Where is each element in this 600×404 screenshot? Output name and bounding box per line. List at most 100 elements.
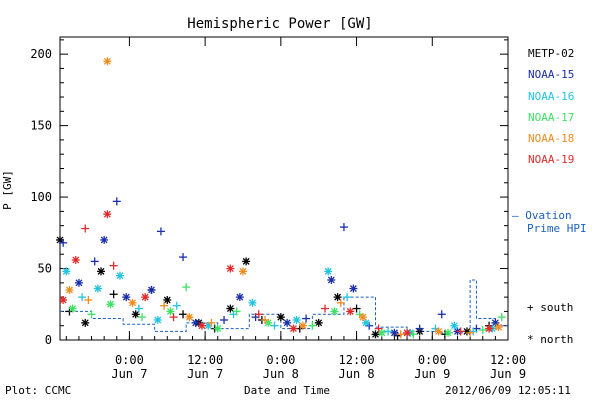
point-noaa-15-north [283, 318, 292, 327]
legend-ovation-line2: Prime HPI [527, 222, 587, 235]
point-noaa-18-north [494, 323, 503, 332]
point-metp-02-north [242, 257, 251, 266]
point-noaa-17-south [138, 313, 147, 322]
point-metp-02-north [276, 313, 285, 322]
point-noaa-19-north [141, 293, 150, 302]
point-noaa-15-north [74, 278, 83, 287]
legend-item-noaa-16: NOAA-16 [528, 90, 574, 103]
y-tick-label: 100 [30, 190, 52, 204]
point-noaa-17-north [166, 307, 175, 316]
legend-item-metp-02: METP-02 [528, 47, 574, 60]
point-noaa-17-south [87, 310, 96, 319]
point-noaa-19-north [71, 255, 80, 264]
point-noaa-15-south [59, 238, 68, 247]
point-noaa-18-north [128, 298, 137, 307]
point-noaa-18-south [396, 330, 405, 339]
x-tick-label-time: 12:00 [490, 353, 526, 367]
point-noaa-16-south [343, 293, 352, 302]
ovation-prime-line [60, 279, 508, 334]
point-noaa-15-south [302, 314, 311, 323]
point-noaa-17-south [308, 321, 317, 330]
point-metp-02-north [314, 318, 323, 327]
point-noaa-19-south [109, 261, 118, 270]
legend-item-noaa-15: NOAA-15 [528, 68, 574, 81]
point-noaa-15-north [349, 284, 358, 293]
point-noaa-19-south [254, 310, 263, 319]
point-noaa-19-north [197, 321, 206, 330]
point-noaa-16-north [324, 267, 333, 276]
x-tick-label-date: Jun 9 [414, 367, 450, 381]
point-noaa-18-south [207, 318, 216, 327]
point-noaa-18-north [238, 267, 247, 276]
point-noaa-18-north [185, 313, 194, 322]
point-noaa-19-south [374, 324, 383, 333]
point-noaa-19-north [226, 264, 235, 273]
y-axis: 0 50 100 150 200 [30, 39, 508, 347]
point-noaa-19-south [456, 327, 465, 336]
point-noaa-15-north [122, 293, 131, 302]
point-noaa-17-south [497, 313, 506, 322]
point-noaa-15-south [415, 324, 424, 333]
x-tick-label-time: 12:00 [187, 353, 223, 367]
x-tick-label-time: 12:00 [339, 353, 375, 367]
plot-frame [59, 36, 509, 341]
y-tick-label: 0 [45, 333, 52, 347]
point-noaa-19-north [59, 295, 68, 304]
x-axis-label: Date and Time [244, 384, 330, 397]
point-noaa-15-north [100, 235, 109, 244]
point-noaa-19-south [169, 313, 178, 322]
point-noaa-16-south [270, 321, 279, 330]
point-noaa-18-north [434, 327, 443, 336]
y-axis-label: P [GW] [1, 170, 14, 210]
x-tick-label-time: 0:00 [115, 353, 144, 367]
x-tick-label-time: 0:00 [266, 353, 295, 367]
legend-item-noaa-18: NOAA-18 [528, 132, 574, 145]
legend: METP-02 NOAA-15 NOAA-16 NOAA-17 NOAA-18 … [512, 47, 587, 346]
point-noaa-15-north [491, 318, 500, 327]
point-noaa-15-south [179, 253, 188, 262]
point-metp-02-north [97, 267, 106, 276]
point-noaa-17-south [182, 283, 191, 292]
point-noaa-16-north [362, 318, 371, 327]
point-noaa-16-south [134, 304, 143, 313]
point-noaa-19-north [403, 328, 412, 337]
point-noaa-15-south [437, 310, 446, 319]
point-noaa-16-north [115, 271, 124, 280]
point-noaa-16-north [62, 267, 71, 276]
point-noaa-17-south [478, 325, 487, 334]
point-noaa-17-north [106, 300, 115, 309]
footer-credit: Plot: CCMC [5, 384, 71, 397]
x-tick-label-date: Jun 8 [339, 367, 375, 381]
footer-timestamp: 2012/06/09 12:05:11 [445, 384, 571, 397]
point-metp-02-south [179, 310, 188, 319]
point-noaa-18-north [65, 285, 74, 294]
legend-item-noaa-19: NOAA-19 [528, 153, 574, 166]
point-noaa-18-north [358, 313, 367, 322]
point-metp-02-north [163, 295, 172, 304]
point-noaa-15-south [220, 315, 229, 324]
point-noaa-16-north [450, 321, 459, 330]
point-noaa-18-south [336, 298, 345, 307]
point-metp-02-south [109, 290, 118, 299]
point-metp-02-north [371, 330, 380, 339]
point-noaa-15-south [112, 197, 121, 206]
point-metp-02-north [81, 318, 90, 327]
point-noaa-18-north [103, 57, 112, 66]
chart-title: Hemispheric Power [GW] [187, 16, 372, 32]
point-noaa-16-south [172, 301, 181, 310]
point-noaa-17-north [68, 304, 77, 313]
x-tick-label-date: Jun 7 [187, 367, 223, 381]
point-noaa-18-south [160, 301, 169, 310]
point-metp-02-north [131, 310, 140, 319]
point-noaa-19-north [485, 324, 494, 333]
point-noaa-16-north [153, 315, 162, 324]
legend-north-marker: * north [527, 333, 573, 346]
point-noaa-19-south [321, 304, 330, 313]
point-noaa-17-north [377, 328, 386, 337]
point-noaa-18-south [84, 295, 93, 304]
ovation-step-line [60, 279, 508, 334]
point-noaa-16-north [248, 298, 257, 307]
